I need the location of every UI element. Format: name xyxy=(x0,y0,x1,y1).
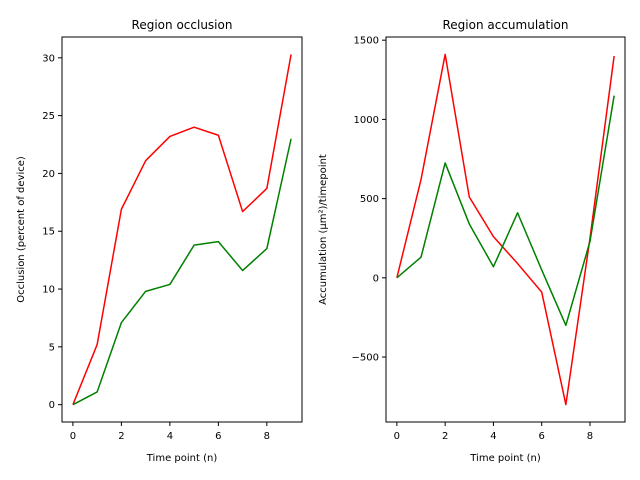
y-tick-label: 1500 xyxy=(354,36,379,47)
series-line-2 xyxy=(72,138,292,406)
x-tick-label: 4 xyxy=(490,431,496,442)
y-tick-label: 1000 xyxy=(354,115,379,126)
axes-frame xyxy=(61,36,303,423)
x-tick-label: 2 xyxy=(118,431,124,442)
y-tick-label: 25 xyxy=(42,111,55,122)
y-tick-label: 30 xyxy=(42,53,55,64)
x-tick-label: 8 xyxy=(587,431,593,442)
x-tick-label: 8 xyxy=(264,431,270,442)
y-tick-label: 15 xyxy=(42,227,55,238)
x-tick-label: 6 xyxy=(539,431,545,442)
x-axis-label: Time point (n) xyxy=(469,453,541,464)
chart-panel-occlusion: 0 2 4 6 8 0 5 10 15 20 25 30 Region occlusion Time po… xyxy=(16,18,303,464)
y-tick-label: −500 xyxy=(352,353,379,364)
chart-title: Region occlusion xyxy=(132,18,233,32)
y-tick-label: 20 xyxy=(42,169,55,180)
y-tick-label: 10 xyxy=(42,285,55,296)
y-tick-label: 500 xyxy=(360,194,379,205)
chart-title: Region accumulation xyxy=(442,18,568,32)
axes-frame xyxy=(385,36,626,423)
chart-panel-accumulation: 0 2 4 6 8 −500 0 500 1000 1500 Region accumulation… xyxy=(318,18,626,464)
x-axis-label: Time point (n) xyxy=(146,453,218,464)
x-tick-label: 6 xyxy=(215,431,221,442)
y-axis-label: Occlusion (percent of device) xyxy=(16,156,27,303)
y-tick-label: 0 xyxy=(49,400,55,411)
y-tick-label: 0 xyxy=(373,273,379,284)
x-tick-label: 0 xyxy=(394,431,400,442)
series-line-1 xyxy=(72,54,292,405)
series-line-2 xyxy=(396,95,615,327)
x-tick-label: 0 xyxy=(70,431,76,442)
x-tick-label: 2 xyxy=(442,431,448,442)
series-line-1 xyxy=(396,53,615,406)
x-tick-label: 4 xyxy=(167,431,173,442)
y-tick-label: 5 xyxy=(49,342,55,353)
y-axis-label: Accumulation (µm²)/timepoint xyxy=(318,154,329,305)
